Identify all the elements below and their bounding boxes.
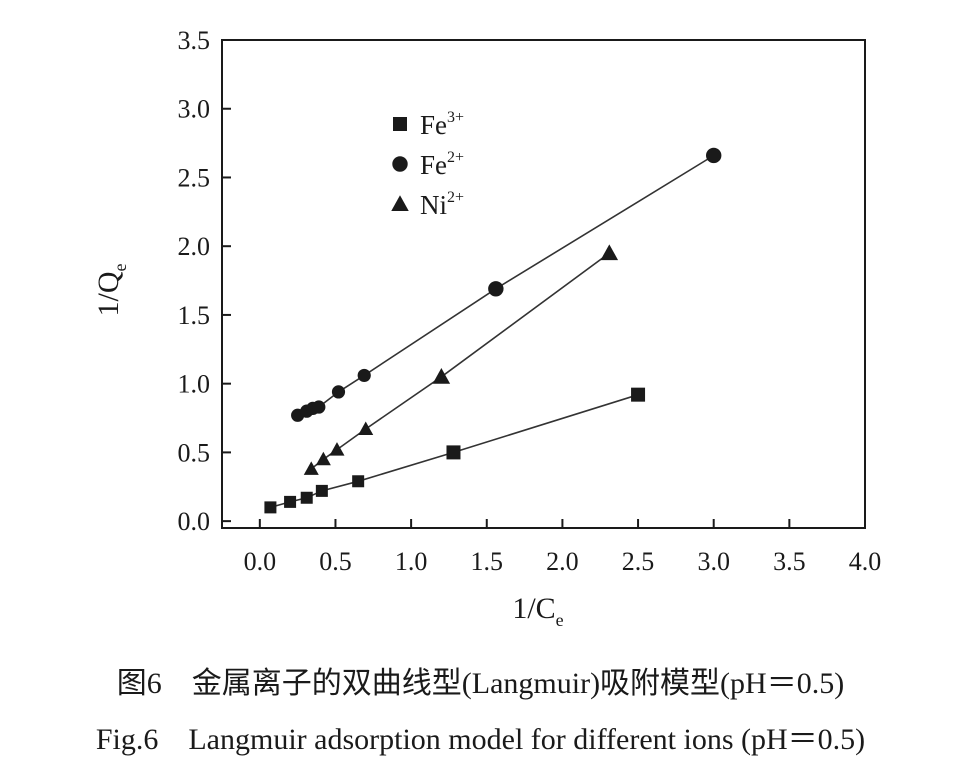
fit-line-ni2plus (310, 252, 610, 470)
data-point-ni2plus (315, 451, 331, 466)
data-point-fe2plus (331, 385, 346, 399)
y-axis-title-sub: e (110, 264, 130, 272)
x-tick-label: 2.5 (622, 547, 655, 576)
data-point-ni2plus (303, 461, 319, 475)
x-tick-label: 4.0 (849, 547, 882, 576)
data-point-fe2plus (357, 368, 371, 383)
y-tick-label: 3.5 (178, 26, 211, 55)
x-tick-label: 0.5 (319, 547, 352, 576)
data-point-fe3plus (631, 387, 646, 402)
langmuir-chart: 0.0 0.5 1.0 1.5 2.0 2.5 3.0 3.5 4.0 0.0 0.5 1.0 1.5 2… (92, 26, 882, 630)
plot-frame (221, 39, 866, 529)
x-tick-label: 0.0 (244, 547, 277, 576)
data-point-fe2plus (488, 281, 504, 297)
legend-label-fe3plus: Fe3+ (420, 109, 464, 140)
data-point-ni2plus (358, 421, 374, 436)
x-tick-label: 1.5 (471, 547, 504, 576)
data-point-ni2plus (432, 368, 451, 384)
data-point-ni2plus (600, 244, 619, 261)
y-axis-title-main: 1/Q (92, 271, 125, 316)
legend-marker-ni2plus (391, 195, 409, 211)
legend: Fe3+ Fe2+ Ni2+ (391, 109, 464, 220)
y-tick-label: 2.5 (178, 163, 211, 192)
y-tick-label: 3.0 (178, 95, 211, 124)
data-point-fe2plus (312, 400, 326, 414)
y-tick-label: 1.0 (178, 370, 211, 399)
data-point-fe3plus (352, 475, 365, 488)
x-axis-title: 1/Ce (512, 592, 563, 630)
y-tick-label: 1.5 (178, 301, 211, 330)
data-point-fe3plus (315, 484, 328, 497)
x-tick-label: 2.0 (546, 547, 579, 576)
x-tick-label: 3.5 (773, 547, 806, 576)
legend-marker-fe3plus (393, 117, 407, 131)
legend-marker-fe2plus (392, 156, 408, 172)
data-point-fe3plus (300, 491, 313, 504)
data-point-fe3plus (284, 495, 297, 508)
x-tick-label: 3.0 (697, 547, 730, 576)
data-point-fe3plus (264, 501, 277, 514)
x-axis-title-main: 1/C (512, 592, 555, 625)
data-point-fe2plus (706, 147, 722, 164)
legend-label-fe2plus: Fe2+ (420, 149, 464, 180)
data-point-fe3plus (446, 445, 461, 460)
figure-caption-cn: 图6 金属离子的双曲线型(Langmuir)吸附模型(pH＝0.5) (116, 667, 845, 700)
y-axis-title: 1/Qe (92, 264, 130, 317)
y-tick-label: 2.0 (178, 232, 211, 261)
data-point-ni2plus (329, 442, 345, 456)
x-tick-label: 1.0 (395, 547, 428, 576)
figure-caption-en: Fig.6 Langmuir adsorption model for diff… (95, 723, 866, 756)
y-tick-label: 0.0 (178, 507, 211, 536)
legend-label-ni2plus: Ni2+ (420, 189, 464, 220)
x-axis-title-sub: e (556, 610, 564, 630)
y-tick-label: 0.5 (178, 438, 211, 467)
